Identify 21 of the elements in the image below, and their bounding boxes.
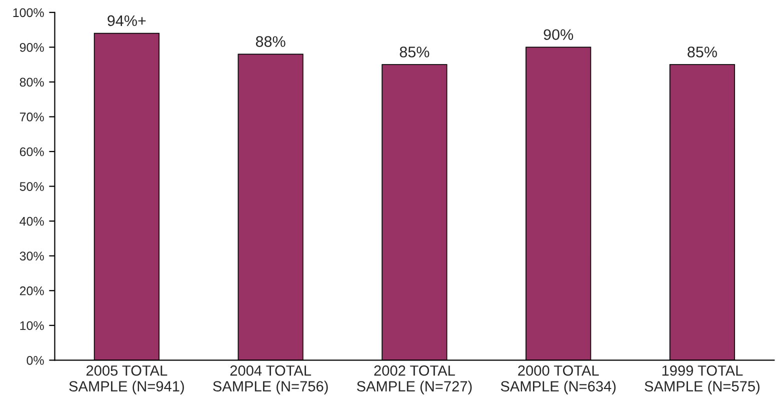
data-label: 90% (544, 29, 574, 40)
y-tick-label: 50% (20, 182, 44, 191)
data-label: 85% (688, 46, 717, 58)
y-tick-label: 70% (20, 112, 44, 122)
y-tick-label: 100% (13, 8, 44, 18)
x-tick-label: 2002 TOTAL SAMPLE (N=727) (356, 365, 472, 394)
data-label: 85% (400, 46, 430, 58)
y-tick-label: 80% (20, 78, 44, 87)
data-label: 88% (256, 36, 286, 47)
y-tick-label: 60% (20, 147, 44, 156)
y-tick-label: 90% (20, 42, 44, 52)
y-tick-label: 0% (26, 356, 44, 365)
x-tick-label: 2004 TOTAL SAMPLE (N=756) (213, 365, 328, 394)
y-tick-label: 30% (20, 252, 44, 261)
y-tick-label: 40% (20, 216, 44, 226)
y-tick-label: 10% (20, 321, 44, 330)
data-label: 94%+ (108, 15, 146, 26)
x-tick-label: 2005 TOTAL SAMPLE (N=941) (69, 365, 184, 394)
x-tick-label: 2000 TOTAL SAMPLE (N=634) (500, 365, 616, 394)
y-tick-label: 20% (20, 286, 44, 296)
x-tick-label: 1999 TOTAL SAMPLE (N=575) (644, 365, 760, 394)
